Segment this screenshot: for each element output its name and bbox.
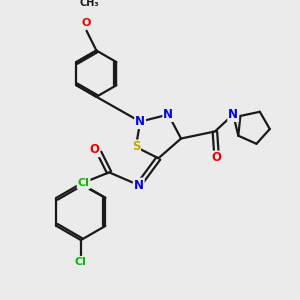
Text: S: S — [132, 140, 140, 154]
Text: N: N — [163, 108, 173, 121]
Text: N: N — [134, 178, 144, 192]
Text: Cl: Cl — [75, 257, 87, 267]
Text: O: O — [82, 18, 91, 28]
Text: O: O — [211, 152, 221, 164]
Text: Cl: Cl — [78, 178, 89, 188]
Text: N: N — [228, 108, 238, 121]
Text: N: N — [135, 115, 145, 128]
Text: CH₃: CH₃ — [80, 0, 99, 8]
Text: O: O — [89, 143, 99, 156]
